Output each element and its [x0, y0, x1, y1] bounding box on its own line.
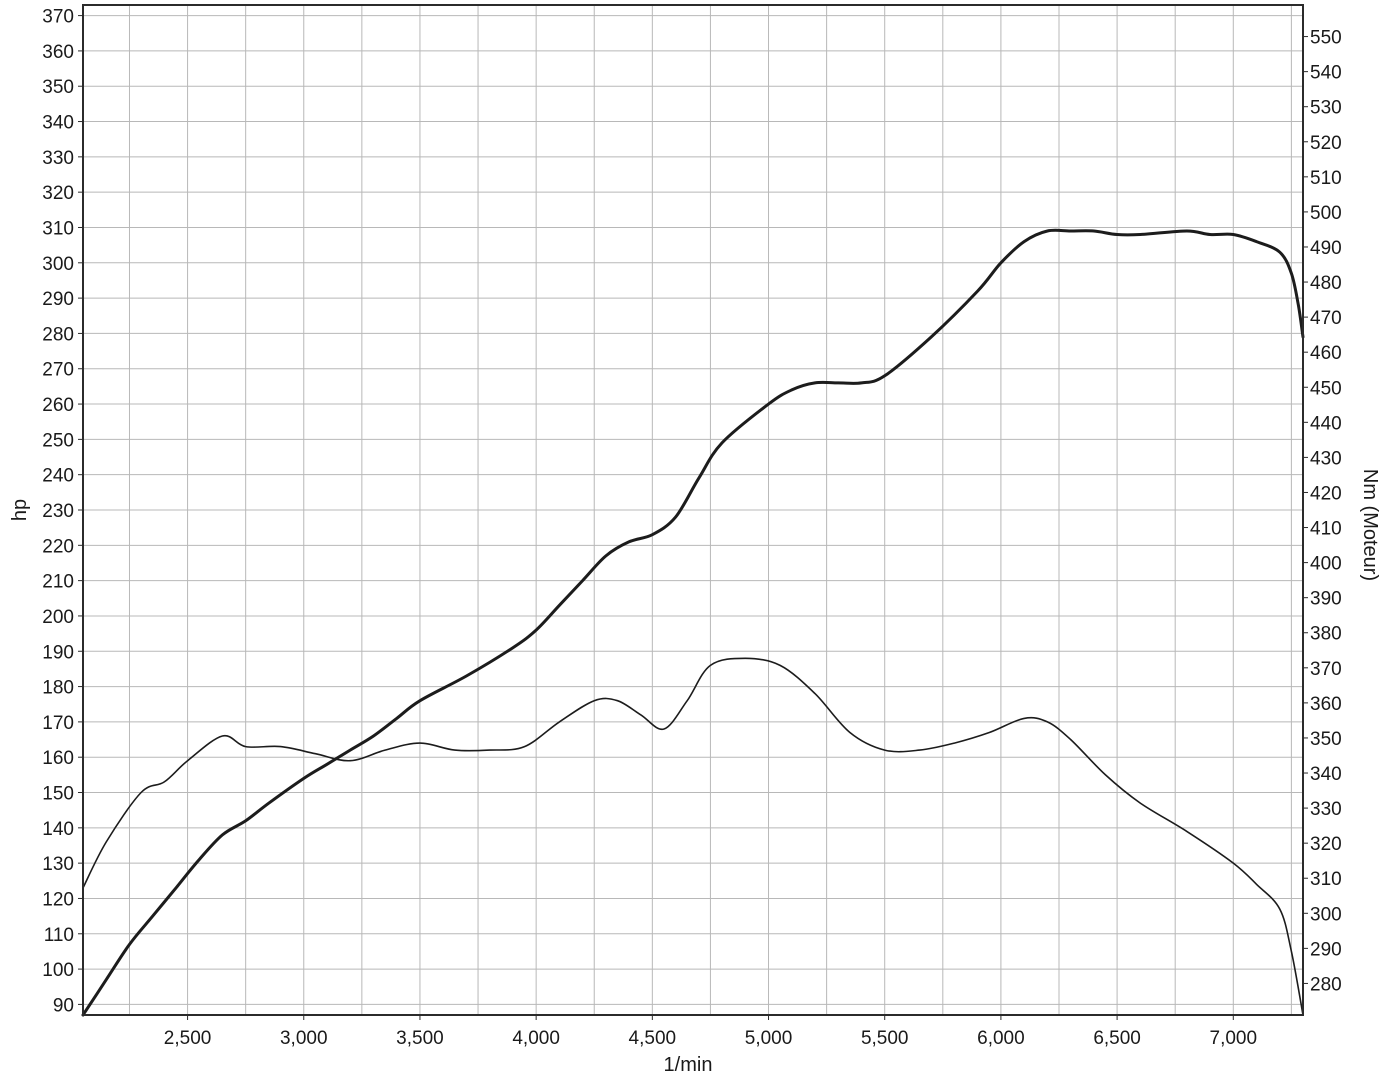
right-axis-label: Nm (Moteur): [1359, 469, 1381, 581]
right-axis-tick-label: 390: [1310, 589, 1342, 610]
left-axis-tick-label: 150: [42, 784, 74, 805]
left-axis-tick-label: 270: [42, 360, 74, 381]
right-axis-tick-label: 290: [1310, 939, 1342, 960]
right-axis-tick-label: 520: [1310, 133, 1342, 154]
x-axis-tick-label: 4,000: [512, 1028, 560, 1049]
x-axis-tick-label: 4,500: [629, 1028, 677, 1049]
left-axis-tick-label: 240: [42, 466, 74, 487]
left-axis-tick-label: 300: [42, 254, 74, 275]
x-axis-tick-label: 5,000: [745, 1028, 793, 1049]
series-layer: [81, 228, 1305, 1017]
right-axis-tick-label: 340: [1310, 764, 1342, 785]
left-axis-tick-label: 370: [42, 7, 74, 28]
left-axis-tick-label: 280: [42, 324, 74, 345]
x-axis-label: 1/min: [664, 1054, 713, 1076]
left-axis-tick-label: 220: [42, 536, 74, 557]
left-axis-tick-label: 200: [42, 607, 74, 628]
left-axis-tick-label: 210: [42, 572, 74, 593]
left-axis-label: hp: [9, 499, 31, 521]
left-axis-tick-label: 180: [42, 678, 74, 699]
x-axis-tick-label: 5,500: [861, 1028, 909, 1049]
left-axis-tick-label: 320: [42, 183, 74, 204]
left-axis-tick-label: 140: [42, 819, 74, 840]
right-axis-tick-label: 540: [1310, 63, 1342, 84]
left-axis-tick-label: 350: [42, 77, 74, 98]
right-axis-tick-label: 530: [1310, 98, 1342, 119]
right-axis-tick-label: 310: [1310, 869, 1342, 890]
left-axis-tick-label: 90: [53, 995, 74, 1016]
x-axis-tick-label: 3,500: [396, 1028, 444, 1049]
grid-lines: [83, 5, 1303, 1015]
x-axis-tick-label: 2,500: [164, 1028, 212, 1049]
right-axis-tick-label: 550: [1310, 28, 1342, 49]
x-axis-tick-label: 3,000: [280, 1028, 328, 1049]
right-axis-tick-labels: 280 290 300 310 320 330 340 350 360 370 380 390 400 4…: [1303, 28, 1342, 995]
right-axis-tick-label: 300: [1310, 904, 1342, 925]
right-axis-tick-label: 510: [1310, 168, 1342, 189]
left-axis-tick-label: 100: [42, 960, 74, 981]
right-axis-tick-label: 400: [1310, 554, 1342, 575]
left-axis-tick-label: 250: [42, 430, 74, 451]
left-axis-tick-label: 130: [42, 854, 74, 875]
torque-curve-line: [82, 657, 1304, 1016]
left-axis-tick-label: 160: [42, 748, 74, 769]
left-axis-tick-label: 110: [44, 925, 74, 946]
x-axis-tick-labels: 2,500 3,000 3,500 4,000 4,500 5,000 5,500 6,000…: [164, 1015, 1257, 1049]
left-axis-tick-label: 340: [42, 113, 74, 134]
right-axis-tick-label: 380: [1310, 624, 1342, 645]
right-axis-tick-label: 350: [1310, 729, 1342, 750]
left-axis-tick-label: 120: [42, 889, 74, 910]
right-axis-tick-label: 500: [1310, 203, 1342, 224]
right-axis-tick-label: 330: [1310, 799, 1342, 820]
right-axis-tick-label: 280: [1310, 974, 1342, 995]
left-axis-tick-labels: 90 100 110 120 130 140 150 160 170 180 190 200 210 22…: [42, 7, 83, 1016]
left-axis-tick-label: 170: [42, 713, 74, 734]
right-axis-tick-label: 460: [1310, 343, 1342, 364]
left-axis-tick-label: 290: [42, 289, 74, 310]
right-axis-tick-label: 470: [1310, 308, 1342, 329]
right-axis-tick-label: 360: [1310, 694, 1342, 715]
left-axis-tick-label: 310: [42, 218, 74, 239]
right-axis-tick-label: 420: [1310, 483, 1342, 504]
right-axis-tick-label: 320: [1310, 834, 1342, 855]
left-axis-tick-label: 230: [42, 501, 74, 522]
left-axis-tick-label: 360: [42, 42, 74, 63]
left-axis-tick-label: 190: [42, 642, 74, 663]
right-axis-tick-label: 450: [1310, 378, 1342, 399]
right-axis-tick-label: 410: [1310, 519, 1342, 540]
power-curve-line: [81, 228, 1305, 1017]
left-axis-tick-label: 260: [42, 395, 74, 416]
left-axis-tick-label: 330: [42, 148, 74, 169]
x-axis-tick-label: 7,000: [1210, 1028, 1258, 1049]
x-axis-tick-label: 6,000: [977, 1028, 1025, 1049]
right-axis-tick-label: 370: [1310, 659, 1342, 680]
right-axis-tick-label: 490: [1310, 238, 1342, 259]
right-axis-tick-label: 430: [1310, 448, 1342, 469]
right-axis-tick-label: 480: [1310, 273, 1342, 294]
x-axis-tick-label: 6,500: [1093, 1028, 1141, 1049]
right-axis-tick-label: 440: [1310, 413, 1342, 434]
